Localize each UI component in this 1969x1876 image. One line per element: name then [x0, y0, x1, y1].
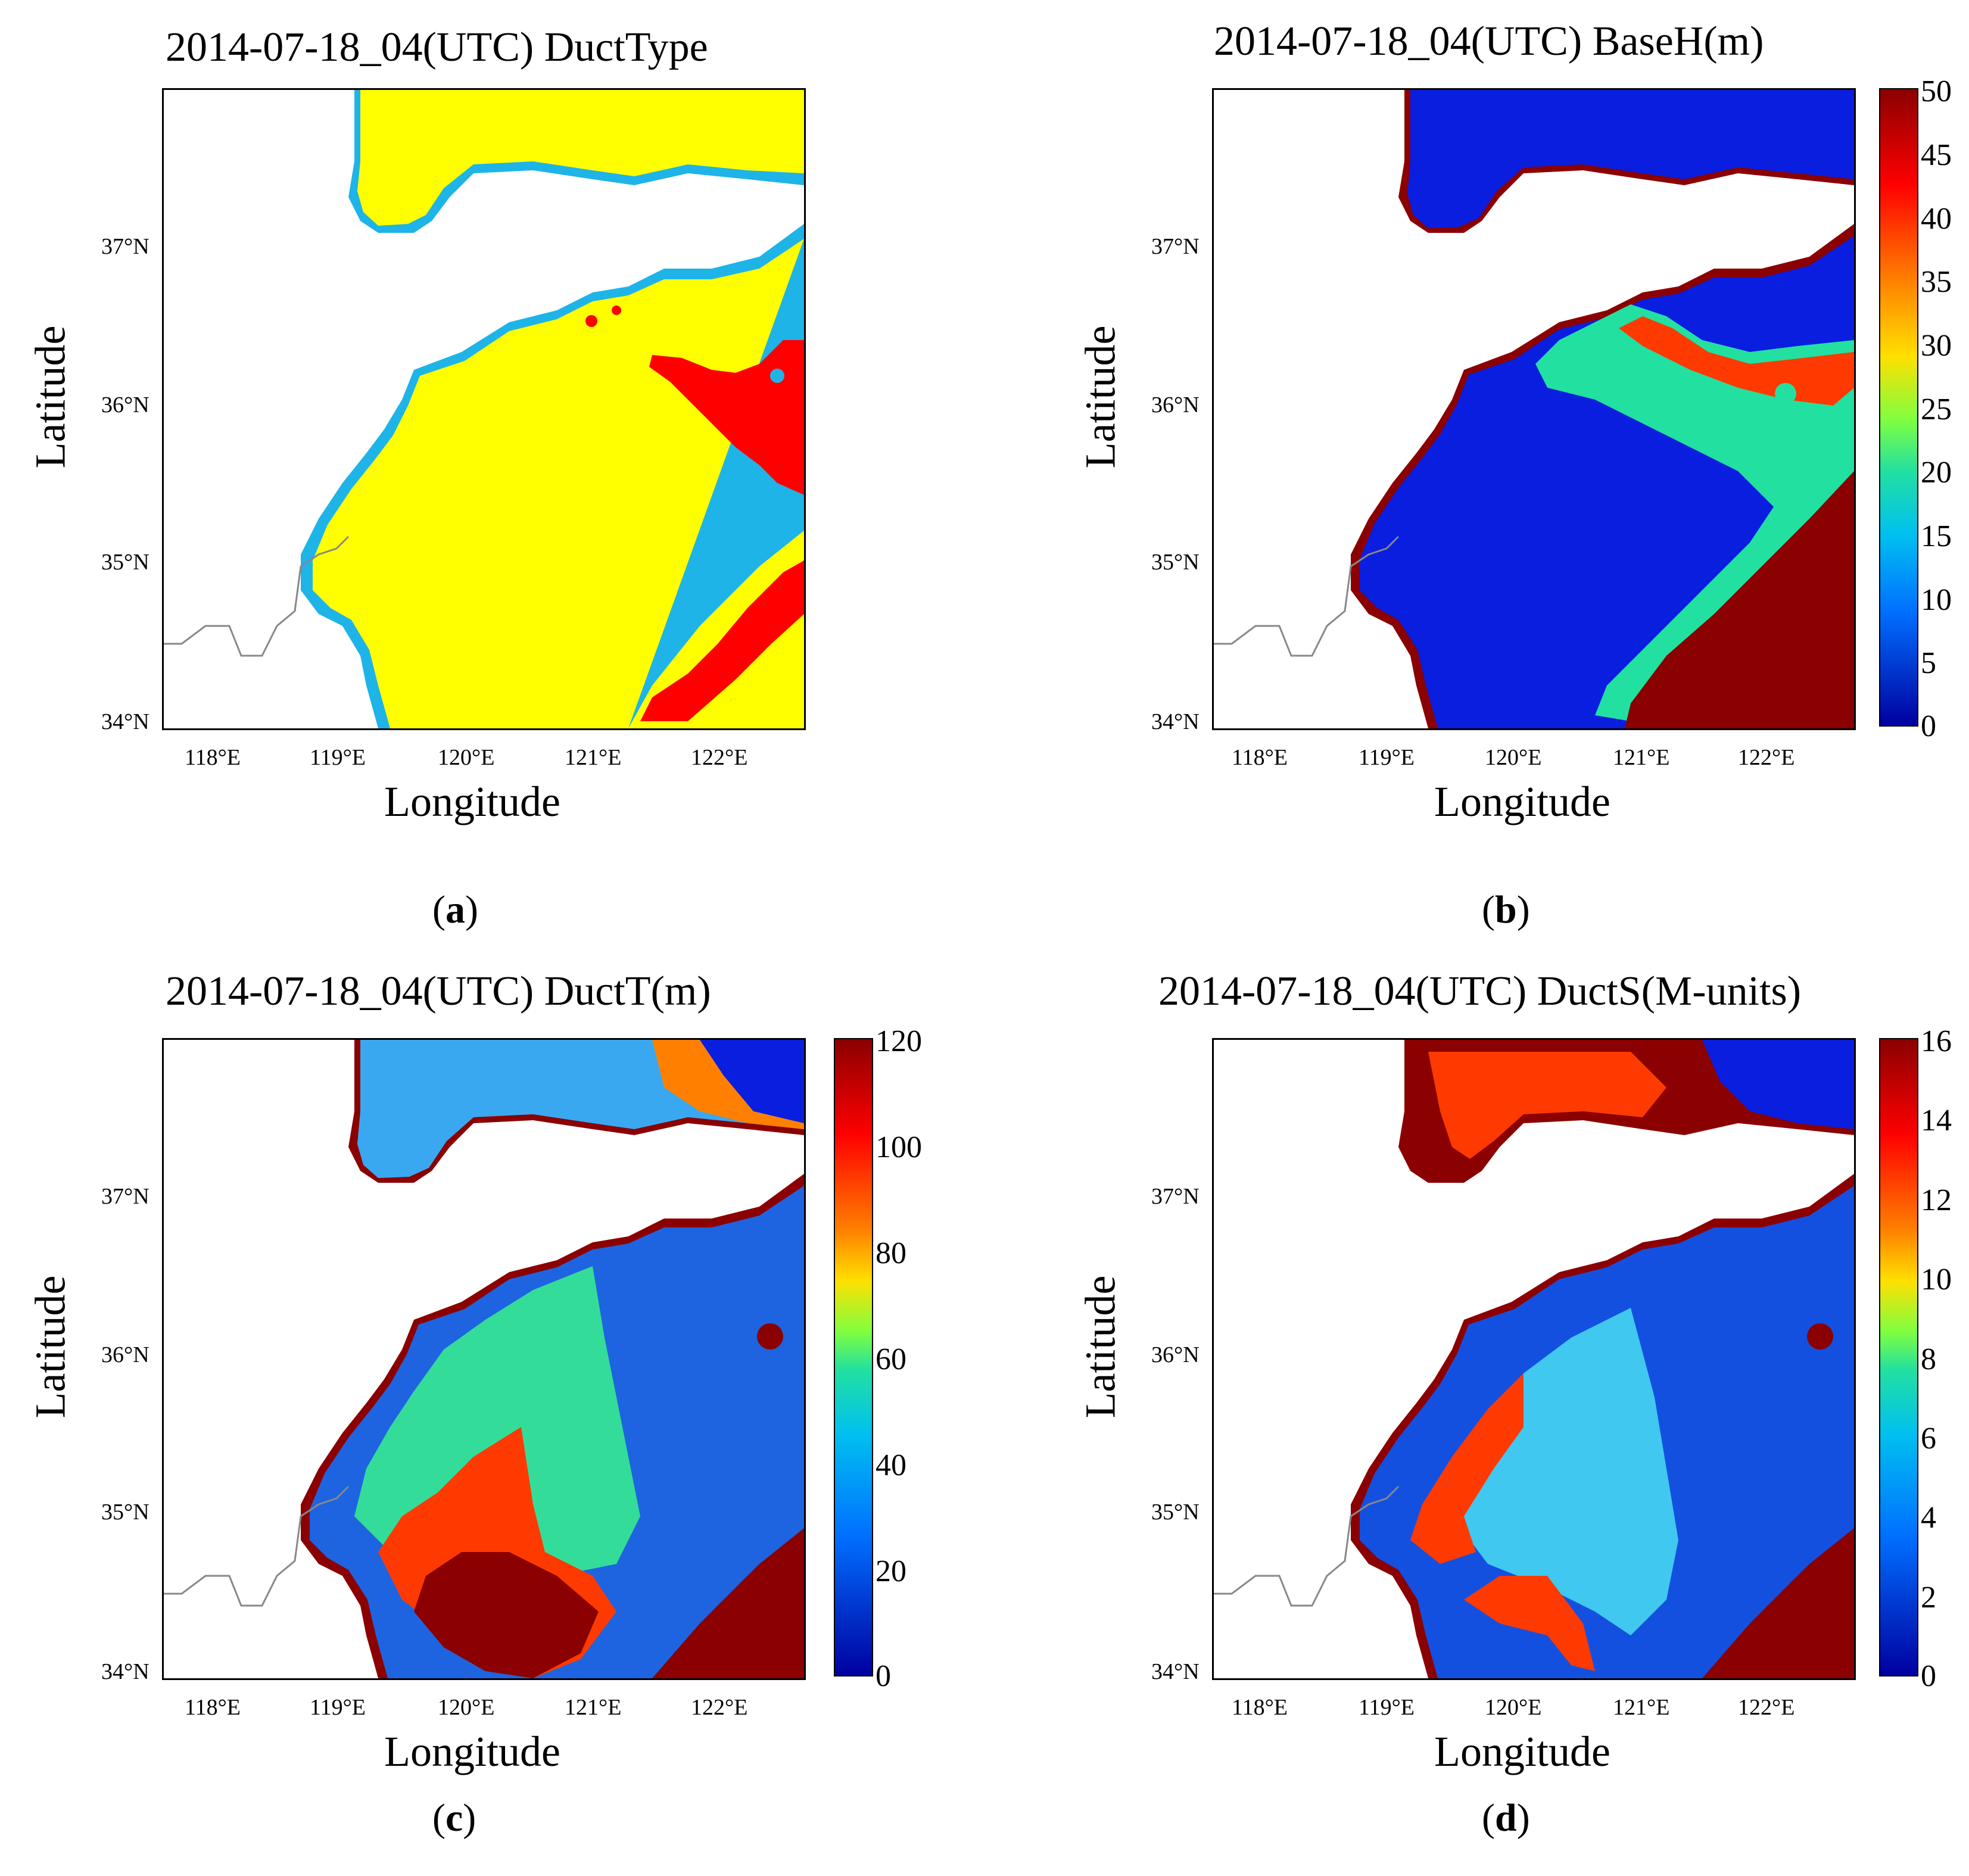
ytick-36: 36°N [1151, 1342, 1200, 1367]
cb-tick: 100 [876, 1130, 922, 1164]
panel-title: 2014-07-18_04(UTC) BaseH(m) [1214, 18, 1764, 64]
cb-tick: 14 [1921, 1104, 1952, 1138]
cb-tick: 2 [1921, 1581, 1936, 1615]
cb-tick: 60 [876, 1342, 906, 1376]
cb-tick: 20 [876, 1554, 906, 1588]
panel-label: (c) [432, 1796, 476, 1840]
cb-tick: 6 [1921, 1422, 1936, 1456]
cb-tick: 15 [1921, 519, 1952, 553]
cb-tick: 0 [876, 1659, 891, 1693]
ytick-37: 37°N [1151, 234, 1200, 259]
xtick-119: 119°E [1359, 745, 1415, 770]
x-axis-label: Longitude [384, 778, 560, 825]
panel-label: (d) [1482, 1796, 1530, 1840]
y-axis-label: Latitude [1076, 325, 1124, 469]
cb-tick: 5 [1921, 646, 1936, 680]
xtick-119: 119°E [310, 1695, 366, 1720]
xtick-122: 122°E [691, 1695, 748, 1720]
xtick-121: 121°E [1613, 1695, 1670, 1720]
panel-label: (b) [1482, 888, 1530, 931]
ytick-37: 37°N [1151, 1184, 1200, 1209]
cb-tick: 8 [1921, 1342, 1936, 1376]
ytick-35: 35°N [1151, 550, 1200, 575]
xtick-121: 121°E [565, 1695, 622, 1720]
cb-tick: 25 [1921, 392, 1952, 426]
xtick-118: 118°E [185, 1695, 241, 1720]
xtick-120: 120°E [1485, 1695, 1542, 1720]
colorbar [834, 1038, 873, 1676]
xtick-122: 122°E [691, 745, 748, 770]
cb-tick: 120 [876, 1024, 922, 1058]
panel-d: 2014-07-18_04(UTC) DuctS(M-units) 16 14 … [984, 938, 1969, 1876]
ytick-35: 35°N [101, 550, 149, 575]
cb-tick: 10 [1921, 1263, 1952, 1297]
xtick-119: 119°E [1359, 1695, 1415, 1720]
panel-title: 2014-07-18_04(UTC) DuctS(M-units) [1158, 968, 1802, 1014]
cb-tick: 0 [1921, 1659, 1936, 1693]
xtick-121: 121°E [565, 745, 622, 770]
ytick-34: 34°N [1151, 709, 1200, 734]
cb-tick: 10 [1921, 583, 1952, 617]
cb-tick: 20 [1921, 456, 1952, 490]
panel-title: 2014-07-18_04(UTC) DuctT(m) [166, 968, 711, 1014]
panel-c: 2014-07-18_04(UTC) DuctT(m) 120 100 80 6… [0, 938, 984, 1876]
cb-tick: 80 [876, 1236, 906, 1270]
y-axis-label: Latitude [26, 325, 74, 469]
xtick-119: 119°E [310, 745, 366, 770]
x-axis-label: Longitude [1434, 1728, 1610, 1775]
y-axis-label: Latitude [26, 1275, 74, 1419]
ytick-34: 34°N [101, 1659, 149, 1684]
cb-tick: 35 [1921, 265, 1952, 299]
panel-b: 2014-07-18_04(UTC) BaseH(m) 50 45 40 35 … [984, 0, 1969, 938]
ytick-37: 37°N [101, 234, 149, 259]
xtick-120: 120°E [438, 1695, 495, 1720]
xtick-118: 118°E [1232, 1695, 1288, 1720]
ytick-36: 36°N [1151, 392, 1200, 417]
colorbar [1879, 1038, 1918, 1676]
map-area [1212, 88, 1856, 730]
cb-tick: 0 [1921, 709, 1936, 743]
xtick-122: 122°E [1738, 745, 1795, 770]
cb-tick: 45 [1921, 138, 1952, 172]
ytick-36: 36°N [101, 392, 149, 417]
cb-tick: 16 [1921, 1024, 1952, 1058]
xtick-118: 118°E [185, 745, 241, 770]
y-axis-label: Latitude [1076, 1275, 1124, 1419]
ytick-37: 37°N [101, 1184, 149, 1209]
xtick-120: 120°E [1485, 745, 1542, 770]
map-area [1212, 1038, 1856, 1680]
cb-tick: 40 [1921, 202, 1952, 236]
ytick-35: 35°N [101, 1500, 149, 1525]
panel-label: (a) [432, 888, 478, 931]
ytick-35: 35°N [1151, 1500, 1200, 1525]
panel-title: 2014-07-18_04(UTC) DuctType [166, 24, 708, 70]
x-axis-label: Longitude [384, 1728, 560, 1775]
ytick-36: 36°N [101, 1342, 149, 1367]
xtick-122: 122°E [1738, 1695, 1795, 1720]
xtick-120: 120°E [438, 745, 495, 770]
cb-tick: 4 [1921, 1501, 1936, 1535]
cb-tick: 40 [876, 1448, 906, 1482]
cb-tick: 12 [1921, 1183, 1952, 1217]
colorbar [1879, 88, 1918, 727]
cb-tick: 50 [1921, 74, 1952, 108]
panel-a: 2014-07-18_04(UTC) DuctType 37°N 36°N 35… [0, 0, 984, 938]
x-axis-label: Longitude [1434, 778, 1610, 825]
ytick-34: 34°N [1151, 1659, 1200, 1684]
map-area [162, 1038, 806, 1680]
xtick-118: 118°E [1232, 745, 1288, 770]
map-area [162, 88, 806, 730]
ytick-34: 34°N [101, 709, 149, 734]
cb-tick: 30 [1921, 329, 1952, 363]
xtick-121: 121°E [1613, 745, 1670, 770]
